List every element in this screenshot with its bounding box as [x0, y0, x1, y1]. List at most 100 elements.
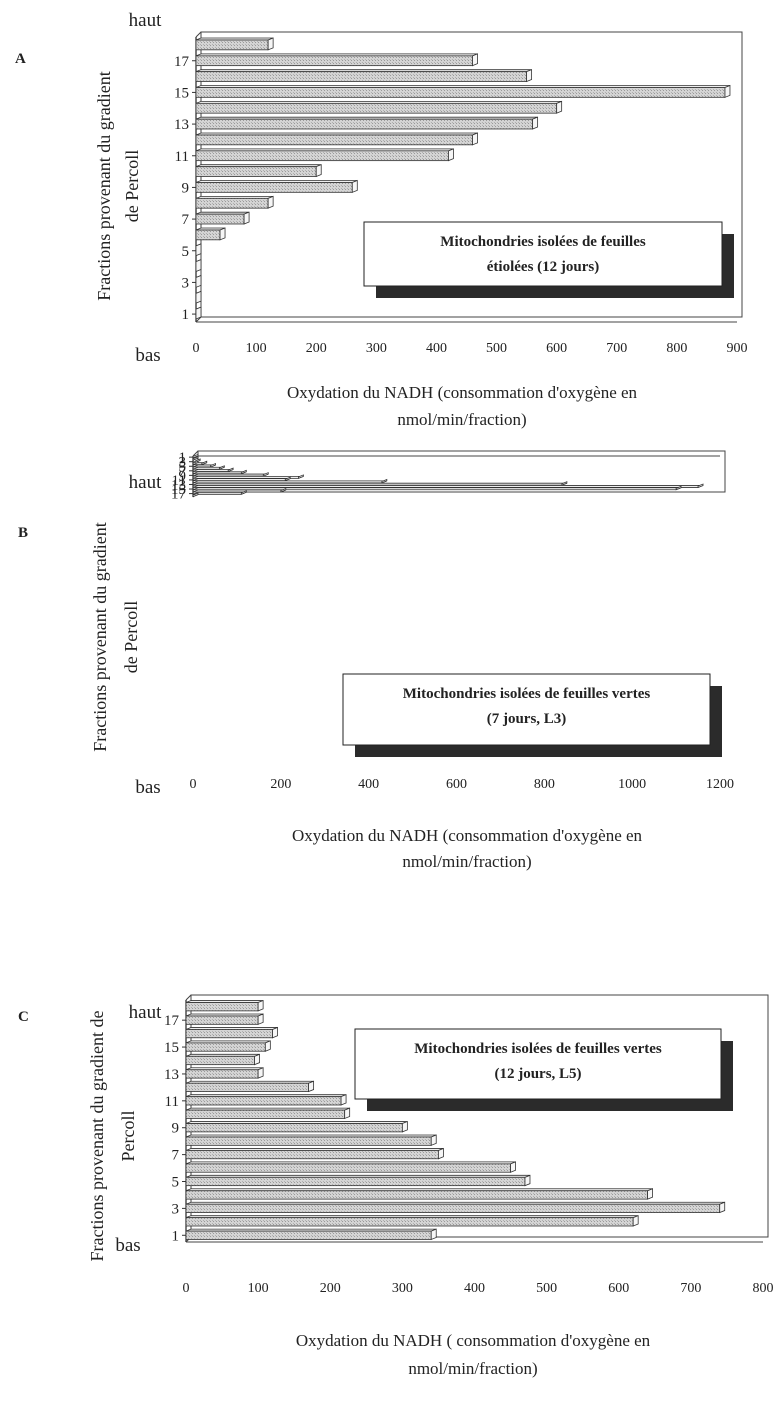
bar-end-cap	[257, 1013, 264, 1025]
x-tick-label: 400	[464, 1281, 485, 1296]
bar-front-face	[195, 166, 317, 177]
y-tick-label: 3	[182, 275, 190, 291]
x-tick-label: 0	[190, 777, 197, 792]
bar-front-face	[195, 182, 353, 193]
bar-front-face	[195, 213, 245, 225]
x-tick-label: 0	[193, 341, 200, 356]
bar-fraction-1	[195, 306, 202, 320]
bar-fraction-6	[185, 1161, 516, 1173]
bar-fraction-16	[185, 1026, 278, 1039]
bar-end-cap	[201, 460, 208, 466]
y-tick-label: 9	[172, 1121, 180, 1137]
annotation-box: Mitochondries isolées de feuilles étiolée…	[363, 221, 734, 298]
annotation-box: Mitochondries isolées de feuilles vertes…	[354, 1028, 733, 1111]
panel-label: B	[18, 525, 28, 541]
bar-front-face	[185, 1069, 259, 1079]
plot-depth-edges	[195, 31, 202, 323]
bar-end-cap	[430, 1228, 437, 1241]
bar-fraction-12	[195, 132, 478, 146]
bar-end-cap	[401, 1120, 408, 1133]
bar-fraction-17	[185, 1013, 264, 1025]
bar-fraction-18	[185, 999, 264, 1012]
y-tick-label: 3	[172, 1201, 180, 1217]
bar-fraction-14	[185, 1053, 260, 1066]
y-tick-label: 11	[172, 473, 186, 489]
bar-end-cap	[195, 290, 202, 304]
bar-end-cap	[298, 474, 304, 479]
bar-front-face	[185, 1230, 432, 1240]
bar-top-face	[192, 480, 387, 484]
y-tick-label: 13	[171, 477, 186, 493]
bar-fraction-3	[195, 274, 202, 288]
bar-end-cap	[195, 274, 202, 288]
bar-fraction-13	[185, 1067, 264, 1079]
bar-end-cap	[719, 1201, 726, 1214]
bar-end-cap	[430, 1134, 437, 1146]
bar-front-face	[185, 1029, 273, 1039]
y-tick-label: 1	[172, 1228, 180, 1244]
bar-end-cap	[272, 1026, 278, 1039]
bar-top-face	[192, 471, 247, 475]
bar-fraction-12	[185, 1080, 315, 1093]
annotation-box: Mitochondries isolées de feuilles vertes…	[342, 673, 722, 757]
x-axis-title-line-2: nmol/min/fraction)	[402, 852, 531, 871]
y-tick-label: 11	[165, 1094, 179, 1110]
y-tick-label: 3	[179, 455, 187, 471]
bar-end-cap	[448, 148, 454, 162]
y-tick-label: 7	[182, 212, 190, 228]
bar-end-cap	[195, 243, 202, 257]
bar-end-cap	[472, 53, 478, 67]
y-tick-label: 15	[171, 482, 186, 498]
bar-end-cap	[195, 306, 202, 320]
x-tick-label: 600	[446, 777, 467, 792]
bar-fraction-15	[195, 84, 731, 98]
bar-front-face	[185, 1109, 346, 1119]
x-tick-label: 700	[680, 1281, 701, 1296]
bar-top-face	[192, 475, 304, 479]
bar-fraction-7	[195, 211, 250, 225]
y-axis-title-line-2: Percoll	[118, 1111, 138, 1162]
bar-top-face	[192, 485, 704, 488]
bar-end-cap	[240, 469, 247, 475]
x-tick-label: 300	[366, 341, 387, 356]
x-tick-label: 600	[546, 341, 567, 356]
bar-front-face	[185, 1082, 310, 1092]
bar-fraction-17	[192, 490, 247, 495]
bar-fraction-13	[195, 116, 539, 130]
x-axis-title-line-1: Oxydation du NADH ( consommation d'oxygè…	[296, 1331, 651, 1350]
bar-end-cap	[524, 1174, 531, 1187]
bar-end-cap	[556, 100, 563, 114]
x-tick-label: 500	[536, 1281, 557, 1296]
bar-end-cap	[472, 132, 478, 146]
x-tick-label: 400	[426, 341, 447, 356]
bar-end-cap	[647, 1188, 653, 1200]
x-tick-label: 0	[183, 1281, 190, 1296]
y-tick-label: 5	[179, 459, 187, 475]
y-tick-label: 1	[182, 307, 190, 323]
y-tick-label: 7	[172, 1148, 180, 1164]
bar-end-cap	[257, 1067, 264, 1079]
bar-top-face	[192, 482, 568, 486]
bottom-label-bas: bas	[135, 345, 160, 366]
y-tick-label: 17	[174, 54, 190, 70]
bar-end-cap	[264, 1040, 271, 1052]
bar-fraction-4	[195, 259, 202, 273]
bar-fraction-9	[185, 1120, 408, 1133]
x-tick-label: 700	[606, 341, 627, 356]
bar-fraction-8	[195, 195, 274, 209]
bar-front-face	[185, 1150, 439, 1160]
bar-fraction-10	[195, 164, 322, 178]
bar-front-face	[185, 1136, 432, 1146]
y-tick-label: 15	[174, 85, 189, 101]
x-tick-label: 400	[358, 777, 379, 792]
bar-end-cap	[227, 467, 234, 473]
x-tick-label: 600	[608, 1281, 629, 1296]
bar-front-face	[195, 71, 528, 82]
bar-front-face	[185, 1217, 634, 1227]
bar-front-face	[185, 1096, 342, 1106]
x-tick-label: 200	[320, 1281, 341, 1296]
bar-front-face	[185, 1042, 266, 1052]
bar-end-cap	[697, 483, 704, 489]
bar-end-cap	[532, 116, 539, 130]
bar-fraction-8	[185, 1134, 437, 1146]
